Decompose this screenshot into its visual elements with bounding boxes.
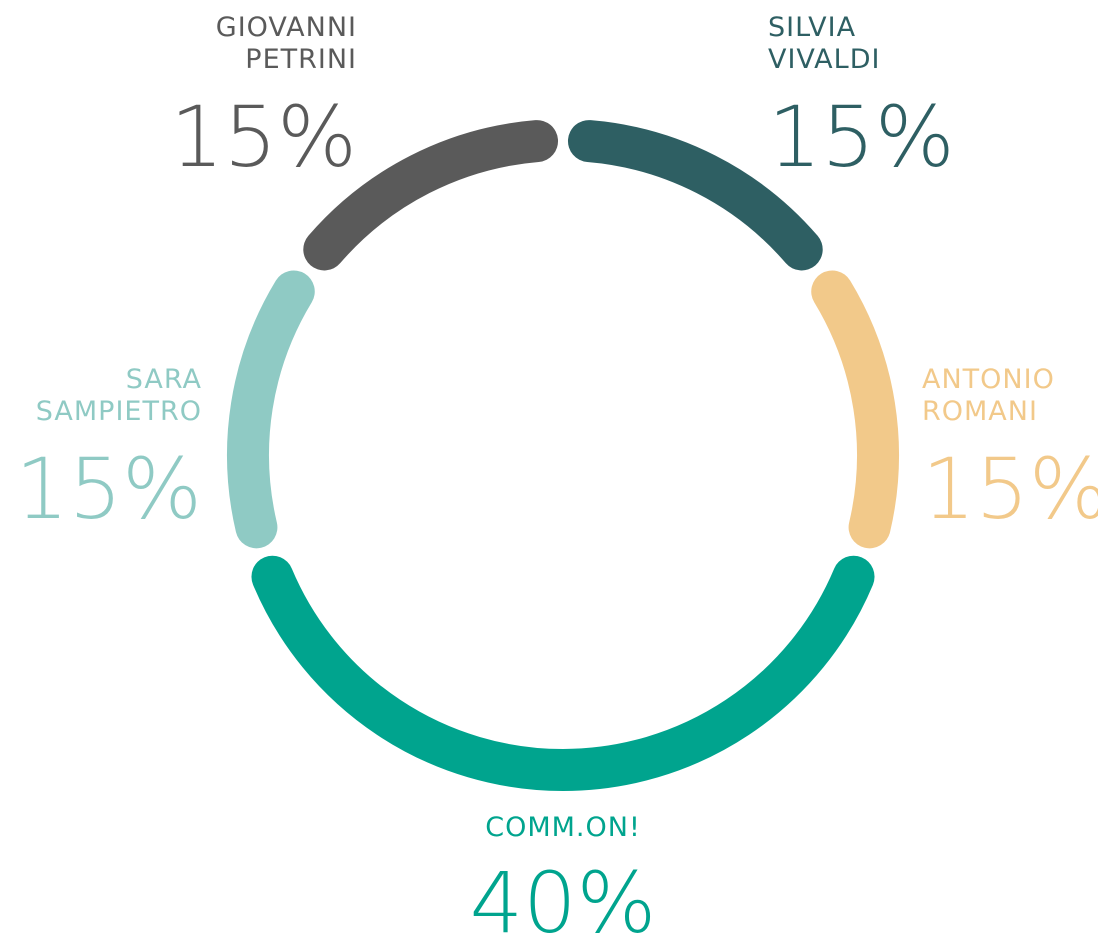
segment-value-label: 15%	[768, 88, 955, 186]
segment-value-label: 40%	[469, 854, 657, 952]
segment-label: SILVIA VIVALDI	[768, 12, 881, 75]
segment-label: SARA SAMPIETRO	[35, 364, 202, 427]
donut-segment	[227, 270, 315, 549]
donut-segment	[567, 120, 823, 271]
segment-value-label: 15%	[15, 440, 202, 538]
donut-segment	[303, 120, 559, 271]
segment-label: COMM.ON!	[485, 812, 641, 843]
segment-label: GIOVANNI PETRINI	[215, 12, 357, 75]
segment-label: ANTONIO ROMANI	[922, 364, 1055, 427]
segment-value-label: 15%	[170, 88, 357, 186]
segment-value-label: 15%	[922, 440, 1098, 538]
donut-segment	[811, 270, 899, 549]
donut-segment	[251, 555, 875, 791]
